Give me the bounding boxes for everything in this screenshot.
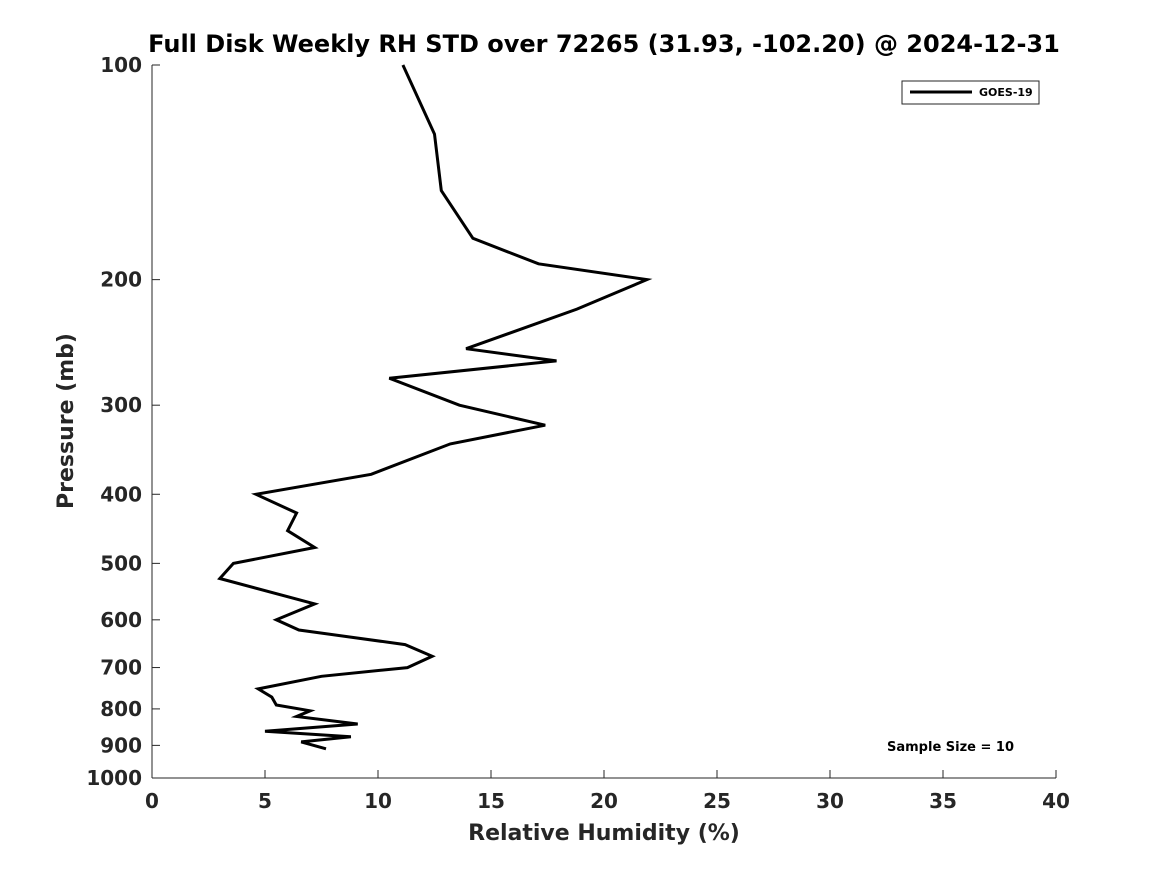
x-tick-label: 10 — [364, 789, 392, 813]
sample-size-annotation: Sample Size = 10 — [887, 740, 1014, 755]
y-tick-label: 400 — [100, 482, 142, 506]
x-tick-label: 40 — [1042, 789, 1070, 813]
series-line-goes-19 — [217, 64, 653, 751]
legend-label: GOES-19 — [979, 86, 1033, 99]
x-tick-label: 25 — [703, 789, 731, 813]
x-tick-label: 15 — [477, 789, 505, 813]
x-tick-label: 5 — [258, 789, 272, 813]
y-tick-label: 500 — [100, 551, 142, 575]
y-axis-label: Pressure (mb) — [54, 333, 79, 509]
y-axis-ticks: 100 200 300 400 500 600 700 800 900 1000 — [86, 53, 160, 790]
x-axis-ticks: 0 5 10 15 20 25 30 35 40 — [145, 770, 1070, 813]
y-tick-label: 600 — [100, 608, 142, 632]
x-axis-label: Relative Humidity (%) — [468, 821, 740, 846]
x-tick-label: 35 — [929, 789, 957, 813]
chart-title: Full Disk Weekly RH STD over 72265 (31.9… — [148, 30, 1060, 58]
x-tick-label: 20 — [590, 789, 618, 813]
x-tick-label: 30 — [816, 789, 844, 813]
plot-area — [152, 65, 1056, 778]
y-tick-label: 700 — [100, 656, 142, 680]
y-tick-label: 300 — [100, 393, 142, 417]
y-tick-label: 200 — [100, 268, 142, 292]
y-tick-label: 900 — [100, 733, 142, 757]
x-tick-label: 0 — [145, 789, 159, 813]
series-layer — [217, 64, 653, 751]
legend: GOES-19 — [901, 80, 1040, 105]
y-tick-label: 1000 — [86, 766, 142, 790]
y-tick-label: 800 — [100, 697, 142, 721]
y-tick-label: 100 — [100, 53, 142, 77]
